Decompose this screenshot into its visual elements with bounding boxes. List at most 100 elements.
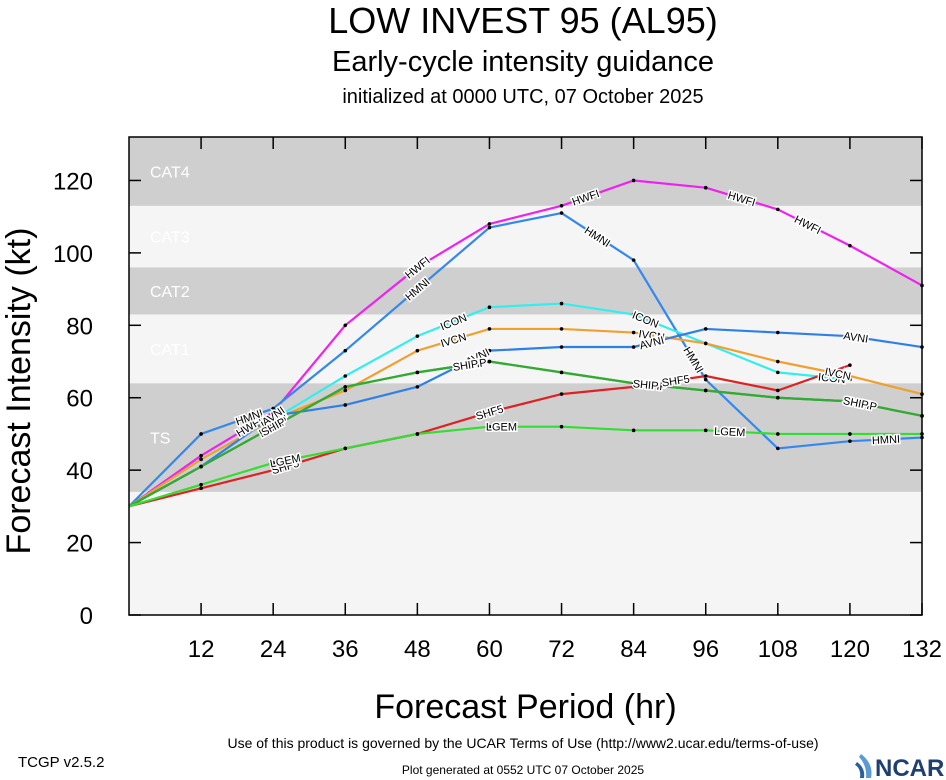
point-hmni-96: [703, 377, 708, 382]
point-ship-84: [631, 381, 636, 386]
y-tick-label: 100: [53, 241, 93, 268]
x-tick-label: 120: [830, 636, 870, 663]
point-ship-24: [271, 424, 275, 429]
band-label-cat1: CAT1: [150, 342, 190, 359]
point-icon-72: [559, 301, 564, 306]
series-label-lgem: LGEM: [486, 422, 517, 434]
point-shf5-96: [703, 374, 708, 378]
point-ivcn-12: [199, 457, 203, 462]
point-ivcn-24: [271, 417, 275, 422]
point-icon-48: [415, 334, 420, 338]
y-axis-label: Forecast Intensity (kt): [0, 228, 38, 555]
point-shf5-108: [776, 388, 780, 393]
init-time: initialized at 0000 UTC, 07 October 2025: [342, 86, 704, 108]
point-ship-108: [776, 395, 780, 400]
point-shf5-24: [271, 468, 275, 472]
series-label-shf5: SHF5: [661, 373, 691, 389]
point-ivcn-48: [415, 348, 420, 353]
point-ship-60: [487, 359, 492, 364]
point-lgem-48: [415, 432, 420, 436]
point-ship-120: [848, 399, 852, 404]
y-tick-label: 60: [66, 386, 93, 413]
point-ship-96: [703, 388, 708, 393]
point-hmni-84: [631, 258, 636, 262]
series-label-hmni: HMNI: [872, 434, 901, 447]
point-ivcn-120: [848, 374, 852, 378]
y-tick-label: 40: [66, 458, 93, 485]
band-cat2: [129, 267, 922, 315]
generated-time: Plot generated at 0552 UTC 07 October 20…: [401, 763, 645, 777]
point-hwfi-48: [415, 265, 420, 270]
y-tick-label: 0: [80, 603, 93, 630]
series-label-ivcn: IVCN: [638, 328, 666, 344]
point-hwfi-84: [631, 178, 636, 183]
band-label-cat3: CAT3: [150, 230, 190, 247]
x-tick-label: 132: [902, 636, 942, 663]
x-axis-label: Forecast Period (hr): [374, 688, 676, 726]
point-shf5-120: [848, 363, 852, 367]
series-label-ship: SHIP: [452, 358, 479, 374]
point-icon-108: [776, 370, 780, 375]
point-hwfi-24: [271, 410, 275, 415]
point-hwfi-120: [848, 243, 852, 248]
series-line-hmni: [128, 211, 923, 508]
point-avni-108: [776, 330, 780, 335]
series-label-ivcn: IVCN: [824, 366, 852, 383]
x-tick-label: 96: [692, 636, 719, 663]
point-ivcn-72: [559, 327, 564, 331]
point-lgem-36: [343, 446, 348, 451]
point-icon-60: [487, 305, 492, 309]
point-shf5-72: [559, 392, 564, 396]
series-line-ivcn: [128, 327, 923, 508]
y-tick-label: 120: [53, 168, 93, 195]
point-shf5-12: [199, 486, 203, 491]
point-ivcn-36: [343, 388, 348, 393]
point-hwfi-60: [487, 222, 492, 226]
series-label-avni: AVNI: [843, 330, 869, 346]
point-icon-120: [848, 377, 852, 382]
point-ship-12: [199, 464, 203, 469]
ncar-logo: NCAR: [855, 754, 944, 780]
series-line-ship: [128, 360, 923, 508]
x-tick-label: 72: [548, 636, 575, 663]
point-hmni-72: [559, 211, 564, 215]
point-lgem-84: [631, 428, 636, 433]
point-lgem-108: [776, 432, 780, 436]
point-ivcn-96: [703, 341, 708, 346]
chart-subtitle: Early-cycle intensity guidance: [331, 46, 714, 78]
point-hmni-12: [199, 432, 203, 436]
x-tick-label: 12: [188, 636, 215, 663]
point-lgem-24: [271, 461, 275, 465]
point-lgem-120: [848, 432, 852, 436]
point-hmni-36: [343, 348, 348, 353]
point-avni-60: [487, 348, 492, 353]
point-avni-120: [848, 334, 852, 338]
point-hmni-24: [271, 406, 275, 411]
point-lgem-72: [559, 424, 564, 429]
band-label-cat4: CAT4: [150, 164, 190, 181]
point-icon-36: [343, 374, 348, 378]
point-avni-24: [271, 414, 275, 418]
point-hwfi-108: [776, 207, 780, 212]
point-hwfi-72: [559, 204, 564, 208]
band-label-ts: TS: [150, 431, 170, 448]
terms-of-use: Use of this product is governed by the U…: [227, 735, 819, 751]
plot-frame: [128, 136, 923, 616]
point-lgem-60: [487, 424, 492, 429]
point-hwfi-36: [343, 323, 348, 328]
point-ship-72: [559, 370, 564, 375]
point-hmni-48: [415, 287, 420, 291]
series-label-ship: SHIP: [632, 378, 659, 392]
series-label-icon: ICON: [818, 371, 847, 386]
point-hwfi-12: [199, 453, 203, 458]
point-hmni-120: [848, 439, 852, 443]
band-cat4: [129, 137, 922, 206]
point-avni-72: [559, 345, 564, 349]
chart-title: LOW INVEST 95 (AL95): [328, 0, 718, 41]
point-hmni-60: [487, 225, 492, 230]
x-tick-label: 48: [404, 636, 431, 663]
point-hwfi-96: [703, 185, 708, 190]
point-ship-48: [415, 370, 420, 375]
series-label-lgem: LGEM: [714, 426, 746, 440]
